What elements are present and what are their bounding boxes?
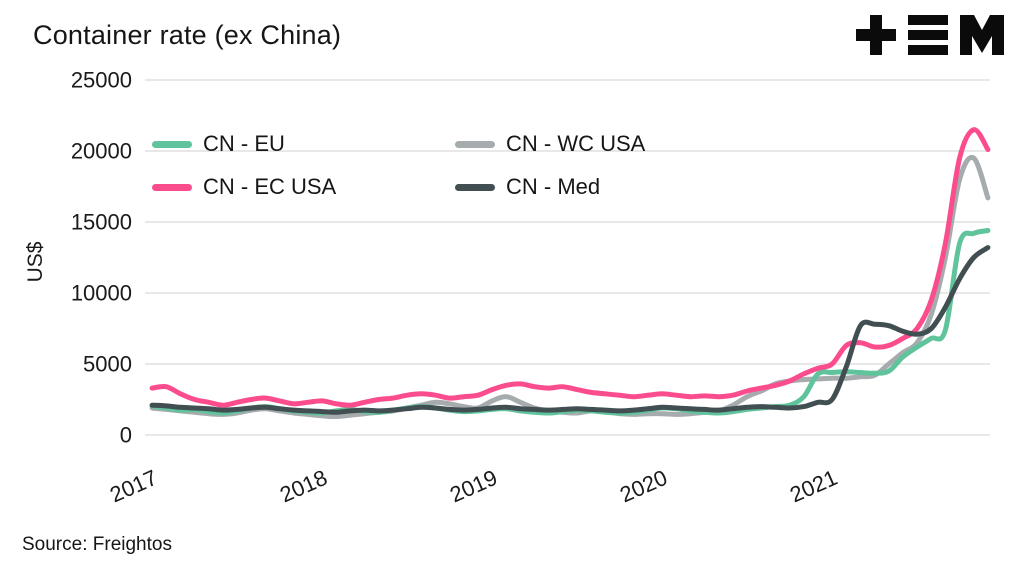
series-line-cn-med — [149, 245, 991, 415]
y-tick-label-20000: 20000 — [71, 139, 132, 164]
y-tick-label-15000: 15000 — [71, 210, 132, 235]
y-tick-label-25000: 25000 — [71, 68, 132, 93]
legend-label-cn-eu: CN - EU — [203, 131, 285, 156]
legend-swatch-cn-ec-usa — [152, 183, 192, 191]
legend-swatch-cn-med — [455, 183, 495, 191]
tem-logo — [856, 15, 1004, 55]
legend-swatch-cn-eu — [152, 140, 192, 148]
source-note: Source: Freightos — [22, 534, 172, 555]
tem-logo-shapes — [856, 15, 1004, 55]
legend-column-1: CN - EU CN - EC USA — [152, 130, 455, 201]
chart-title: Container rate (ex China) — [33, 20, 342, 50]
y-tick-label-5000: 5000 — [83, 352, 132, 377]
series-line-cn-ec-usa — [149, 127, 991, 408]
legend-item-cn-wc-usa: CN - WC USA — [455, 130, 645, 158]
legend-item-cn-med: CN - Med — [455, 173, 645, 201]
x-tick-label-2021: 2021 — [786, 465, 841, 508]
legend-swatch-cn-wc-usa — [455, 140, 495, 148]
legend-label-cn-med: CN - Med — [506, 174, 601, 199]
legend-item-cn-ec-usa: CN - EC USA — [152, 173, 455, 201]
x-tick-label-2017: 2017 — [106, 465, 161, 508]
chart-legend: CN - EU CN - EC USA CN - WC USA CN - Med — [152, 130, 645, 201]
legend-label-cn-ec-usa: CN - EC USA — [203, 174, 337, 199]
x-tick-label-2019: 2019 — [446, 465, 501, 508]
x-tick-label-2018: 2018 — [276, 465, 331, 508]
y-tick-label-10000: 10000 — [71, 281, 132, 306]
legend-column-2: CN - WC USA CN - Med — [455, 130, 645, 201]
y-axis-label: US$ — [24, 241, 47, 282]
legend-item-cn-eu: CN - EU — [152, 130, 455, 158]
y-tick-label-0: 0 — [120, 423, 132, 448]
x-tick-label-2020: 2020 — [616, 465, 671, 508]
legend-label-cn-wc-usa: CN - WC USA — [506, 131, 646, 156]
